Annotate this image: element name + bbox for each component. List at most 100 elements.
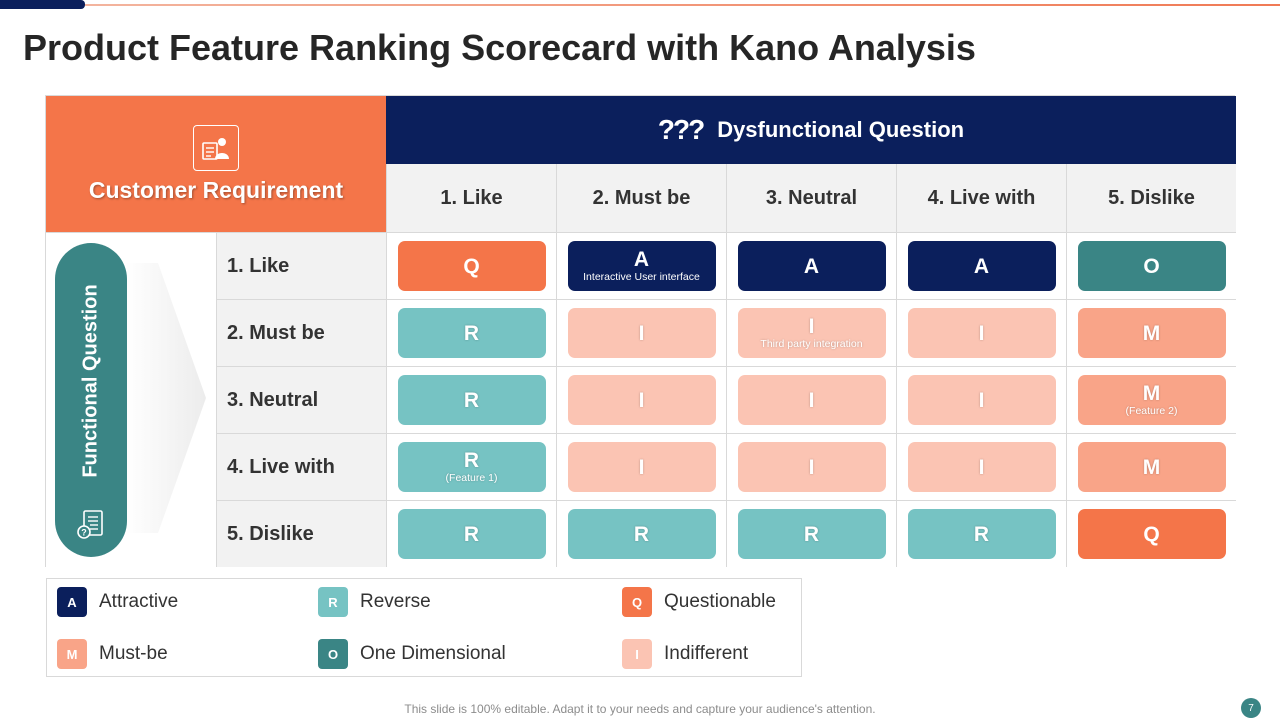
kano-code: I [978, 455, 985, 479]
kano-tile: I [567, 308, 716, 358]
kano-tile: I [567, 375, 716, 425]
kano-tile: I [907, 308, 1056, 358]
matrix-cell: O [1066, 232, 1236, 299]
page-number: 7 [1241, 698, 1261, 718]
matrix-cell: R [896, 500, 1066, 567]
column-header: 5. Dislike [1066, 164, 1236, 232]
row-header: 1. Like [216, 232, 386, 299]
kano-code: I [638, 321, 645, 345]
feature-note: Interactive User interface [583, 271, 700, 284]
legend-swatch: I [622, 639, 652, 669]
kano-code: I [808, 388, 815, 412]
kano-code: R [463, 449, 480, 473]
column-header: 2. Must be [556, 164, 726, 232]
slide-title: Product Feature Ranking Scorecard with K… [23, 27, 976, 68]
top-accent-line [85, 4, 1280, 6]
customer-requirement-header: Customer Requirement [46, 96, 386, 232]
top-accent-bar [0, 0, 85, 9]
matrix-cell: R [386, 366, 556, 433]
legend-item: Q Questionable [622, 587, 776, 617]
legend-label: Attractive [99, 591, 179, 612]
customer-profile-icon [193, 124, 239, 171]
feature-note: (Feature 1) [445, 472, 498, 485]
matrix-cell: I [726, 366, 896, 433]
kano-code: I [978, 321, 985, 345]
matrix-cell: R (Feature 1) [386, 433, 556, 500]
kano-tile: I [737, 442, 886, 492]
matrix-cell: A [896, 232, 1066, 299]
document-question-icon: ? [75, 508, 107, 545]
kano-tile: I [567, 442, 716, 492]
kano-code: R [463, 522, 480, 546]
matrix-cell: M (Feature 2) [1066, 366, 1236, 433]
kano-tile: R (Feature 1) [397, 442, 546, 492]
kano-code: O [1143, 254, 1160, 278]
functional-question-pill: Functional Question ? [55, 243, 127, 557]
customer-requirement-label: Customer Requirement [88, 176, 344, 203]
matrix-cell: I [896, 299, 1066, 366]
row-header: 5. Dislike [216, 500, 386, 567]
kano-tile: I [907, 442, 1056, 492]
row-header: 3. Neutral [216, 366, 386, 433]
kano-code: Q [463, 254, 480, 278]
dysfunctional-question-header: ??? Dysfunctional Question [386, 96, 1236, 164]
matrix-cell: I [556, 299, 726, 366]
kano-code: A [803, 254, 820, 278]
legend-swatch: M [57, 639, 87, 669]
legend-item: R Reverse [318, 587, 431, 617]
matrix-cell: I [556, 433, 726, 500]
legend-item: A Attractive [57, 587, 178, 617]
legend-label: Indifferent [664, 643, 749, 664]
dysfunctional-question-label: Dysfunctional Question [717, 117, 965, 142]
matrix-cell: M [1066, 433, 1236, 500]
matrix-cell: I [896, 366, 1066, 433]
matrix-cell: R [726, 500, 896, 567]
legend-swatch: R [318, 587, 348, 617]
kano-code: I [638, 455, 645, 479]
legend-label: Must-be [99, 643, 168, 664]
kano-tile: O [1077, 241, 1226, 291]
matrix-cell: Q [1066, 500, 1236, 567]
kano-matrix: Customer Requirement ??? Dysfunctional Q… [45, 95, 1236, 567]
legend-item: O One Dimensional [318, 639, 506, 669]
svg-text:?: ? [81, 528, 87, 538]
top-accent [0, 0, 1280, 10]
matrix-cell: I Third party integration [726, 299, 896, 366]
kano-tile: I Third party integration [737, 308, 886, 358]
legend-swatch: O [318, 639, 348, 669]
kano-tile: R [737, 509, 886, 559]
kano-code: M [1142, 382, 1161, 406]
kano-tile: Q [397, 241, 546, 291]
feature-note: (Feature 2) [1125, 405, 1178, 418]
legend-label: One Dimensional [360, 643, 506, 664]
row-header: 4. Live with [216, 433, 386, 500]
matrix-cell: Q [386, 232, 556, 299]
kano-tile: R [397, 375, 546, 425]
kano-tile: M (Feature 2) [1077, 375, 1226, 425]
kano-tile: R [907, 509, 1056, 559]
column-header: 3. Neutral [726, 164, 896, 232]
column-header: 4. Live with [896, 164, 1066, 232]
legend-label: Questionable [664, 591, 776, 612]
kano-code: A [973, 254, 990, 278]
matrix-cell: I [896, 433, 1066, 500]
kano-tile: A Interactive User interface [567, 241, 716, 291]
matrix-cell: A [726, 232, 896, 299]
legend-item: M Must-be [57, 639, 168, 669]
matrix-cell: R [386, 299, 556, 366]
kano-code: R [463, 321, 480, 345]
matrix-cell: I [726, 433, 896, 500]
kano-tile: M [1077, 308, 1226, 358]
kano-code: I [808, 455, 815, 479]
kano-tile: I [907, 375, 1056, 425]
feature-note: Third party integration [760, 338, 863, 351]
matrix-cell: I [556, 366, 726, 433]
kano-code: R [973, 522, 990, 546]
kano-tile: I [737, 375, 886, 425]
kano-code: R [463, 388, 480, 412]
kano-code: Q [1143, 522, 1160, 546]
kano-code: A [633, 248, 650, 272]
kano-tile: Q [1077, 509, 1226, 559]
kano-code: I [808, 315, 815, 339]
legend-item: I Indifferent [622, 639, 748, 669]
